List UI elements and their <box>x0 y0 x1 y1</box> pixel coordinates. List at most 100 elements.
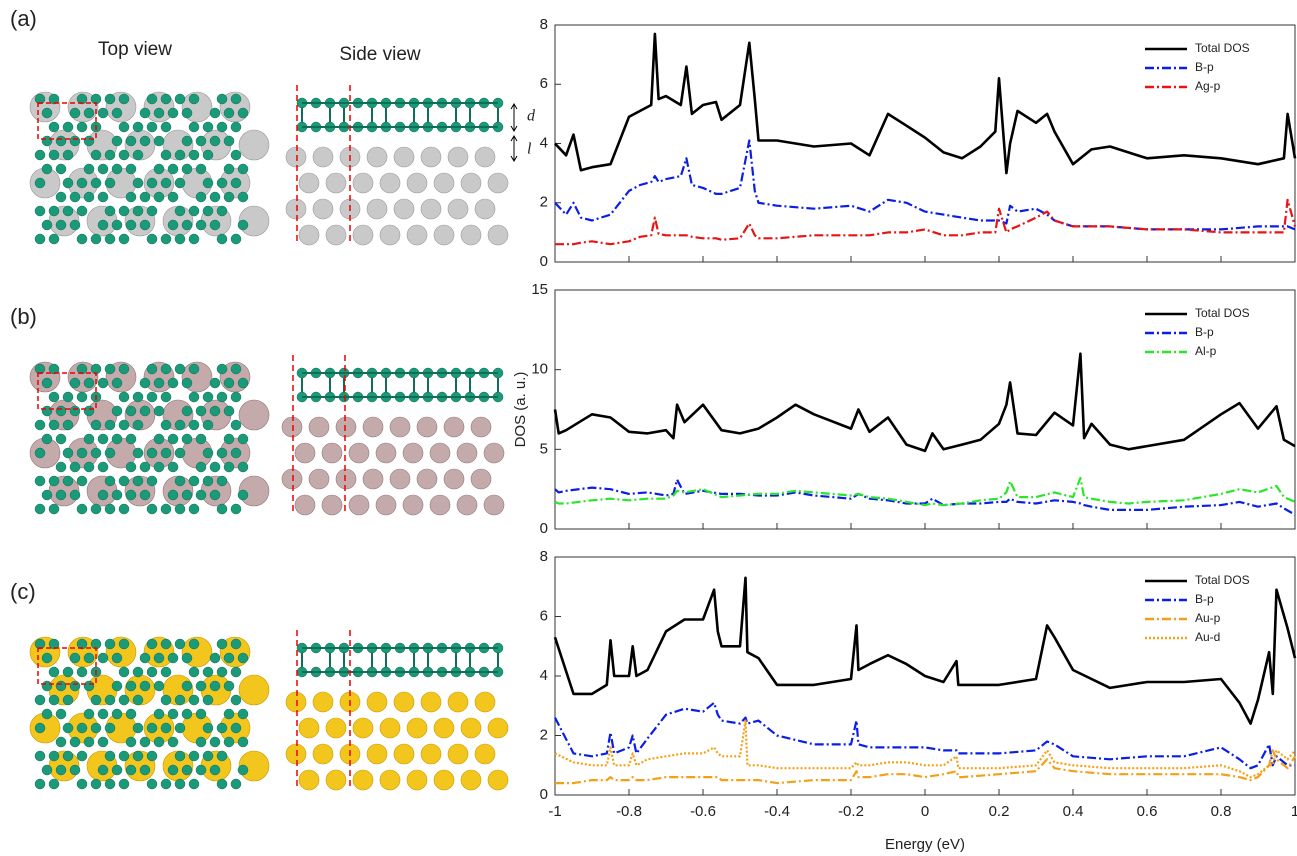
boron-atom <box>91 779 101 789</box>
boron-atom <box>98 737 108 747</box>
substrate-atom <box>380 225 400 245</box>
y-tick-label: 5 <box>540 440 548 457</box>
boron-atom <box>154 164 164 174</box>
boron-atom <box>56 136 66 146</box>
boron-atom <box>84 434 94 444</box>
boron-atom <box>175 178 185 188</box>
boron-atom <box>35 779 45 789</box>
substrate-atom <box>380 718 400 738</box>
boron-atom <box>105 206 115 216</box>
boron-atom <box>133 448 143 458</box>
boron-atom <box>56 490 66 500</box>
boron-atom <box>98 164 108 174</box>
boron-atom <box>224 164 234 174</box>
boron-atom <box>175 779 185 789</box>
substrate-atom <box>448 744 468 764</box>
boron-atom <box>161 178 171 188</box>
boron-atom <box>112 681 122 691</box>
boron-atom <box>49 420 59 430</box>
boron-atom <box>189 695 199 705</box>
boron-atom <box>42 220 52 230</box>
substrate-atom <box>313 692 333 712</box>
boron-atom <box>203 392 213 402</box>
boron-atom <box>231 364 241 374</box>
substrate-atom <box>353 225 373 245</box>
boron-atom <box>98 765 108 775</box>
boron-atom <box>70 136 80 146</box>
boron-atom <box>154 681 164 691</box>
substrate-atom <box>475 692 495 712</box>
boron-atom <box>42 765 52 775</box>
boron-atom <box>49 695 59 705</box>
boron-atom <box>231 667 241 677</box>
boron-atom <box>168 108 178 118</box>
boron-atom <box>189 206 199 216</box>
series-line <box>555 703 1295 768</box>
boron-atom <box>119 695 129 705</box>
boron-atom <box>63 723 73 733</box>
substrate-atom <box>286 692 306 712</box>
boron-atom <box>98 378 108 388</box>
substrate-atom <box>421 744 441 764</box>
boron-atom <box>147 723 157 733</box>
substrate-atom <box>457 443 477 463</box>
boron-atom <box>217 504 227 514</box>
boron-atom <box>224 434 234 444</box>
y-tick-label: 6 <box>540 75 548 92</box>
boron-atom <box>49 751 59 761</box>
boron-atom <box>91 420 101 430</box>
boron-atom <box>105 364 115 374</box>
boron-atom <box>217 392 227 402</box>
boron-atom <box>140 406 150 416</box>
substrate-atom <box>282 417 302 437</box>
boron-atom <box>161 504 171 514</box>
boron-atom <box>189 234 199 244</box>
boron-atom <box>98 709 108 719</box>
boron-atom <box>189 779 199 789</box>
boron-atom <box>98 434 108 444</box>
boron-atom <box>63 667 73 677</box>
boron-atom <box>210 136 220 146</box>
boron-atom <box>105 94 115 104</box>
boron-atom <box>70 378 80 388</box>
boron-atom <box>182 765 192 775</box>
boron-atom <box>35 150 45 160</box>
boron-atom <box>56 681 66 691</box>
boron-atom <box>70 653 80 663</box>
boron-atom <box>175 476 185 486</box>
boron-atom <box>42 490 52 500</box>
boron-atom <box>231 234 241 244</box>
boron-atom <box>203 695 213 705</box>
boron-atom <box>91 234 101 244</box>
boron-atom <box>203 178 213 188</box>
y-tick-label: 0 <box>540 786 548 803</box>
boron-atom <box>42 681 52 691</box>
boron-atom <box>140 681 150 691</box>
boron-atom <box>84 406 94 416</box>
substrate-atom <box>367 147 387 167</box>
boron-atom <box>98 653 108 663</box>
substrate-atom <box>394 744 414 764</box>
boron-atom <box>175 206 185 216</box>
boron-atom <box>133 420 143 430</box>
boron-atom <box>238 164 248 174</box>
boron-atom <box>182 709 192 719</box>
substrate-atom <box>295 443 315 463</box>
panel-label: (b) <box>10 304 37 329</box>
substrate-atom <box>394 692 414 712</box>
boron-atom <box>224 136 234 146</box>
boron-atom <box>175 639 185 649</box>
boron-atom <box>175 364 185 374</box>
boron-atom <box>210 737 220 747</box>
y-tick-label: 2 <box>540 194 548 211</box>
boron-atom <box>84 192 94 202</box>
boron-atom <box>133 150 143 160</box>
boron-atom <box>119 364 129 374</box>
boron-atom <box>182 378 192 388</box>
boron-atom <box>84 108 94 118</box>
boron-atom <box>210 220 220 230</box>
boron-atom <box>154 434 164 444</box>
boron-atom <box>119 150 129 160</box>
boron-atom <box>112 108 122 118</box>
boron-atom <box>182 108 192 118</box>
